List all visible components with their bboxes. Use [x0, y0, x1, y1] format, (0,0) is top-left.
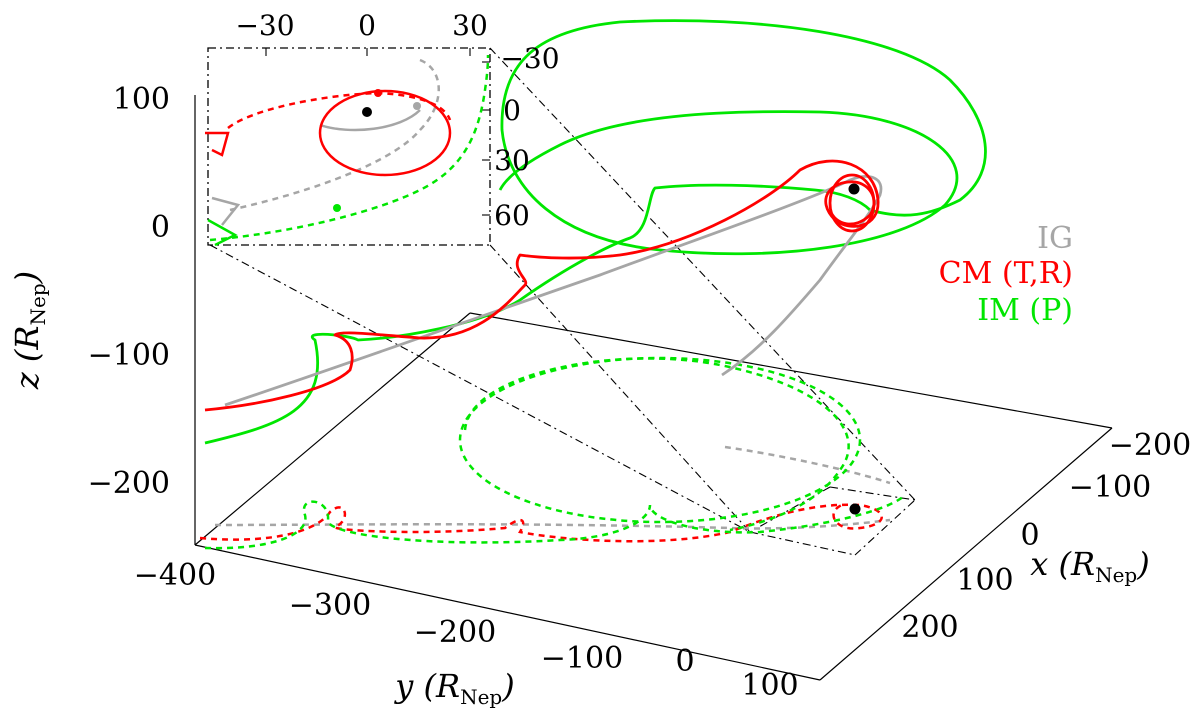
- inset-im-dashed: [209, 54, 490, 242]
- inset-y-tick-label: −30: [500, 42, 559, 75]
- inset-ig-spike: [211, 196, 241, 226]
- inset-ig-solid: [319, 109, 421, 132]
- legend-entry: CM (T,R): [939, 256, 1073, 291]
- y-tick-label: −300: [289, 588, 371, 623]
- floor-edge-right: [819, 427, 1113, 681]
- im-floor-loop-outer: [458, 356, 862, 524]
- inset-y-tick-label: 0: [503, 94, 521, 127]
- z-tick-label: −100: [88, 338, 170, 373]
- inset-ticks: [265, 48, 490, 216]
- inset-x-tick-label: 30: [452, 9, 488, 42]
- inset-panel: [205, 47, 491, 247]
- inset-x-tick-label: 0: [358, 9, 376, 42]
- inset-neptune-marker: [362, 107, 372, 117]
- legend-entry: IG: [1037, 221, 1073, 256]
- im-floor-loop-inner: [463, 357, 850, 532]
- inset-ig-dashed: [229, 58, 440, 212]
- zoom-line-2: [489, 244, 751, 533]
- x-tick-label: 100: [956, 563, 1013, 598]
- zoom-line-1: [489, 47, 916, 501]
- inset-im-point: [333, 204, 341, 212]
- y-tick-label: −100: [541, 641, 623, 676]
- zoom-line-4: [829, 486, 916, 501]
- inset-cm-spike: [205, 131, 230, 157]
- inset-cm-loop: [318, 89, 452, 177]
- x-tick-label: 200: [901, 610, 958, 645]
- inset-ig-point: [413, 102, 421, 110]
- trajectories-3d: [204, 19, 987, 445]
- inset-y-tick-label: 30: [494, 144, 530, 177]
- zoom-line-5: [749, 531, 856, 556]
- inset-frame: [207, 47, 491, 246]
- y-tick-label: 100: [741, 668, 798, 703]
- floor-plane: [194, 95, 1113, 681]
- inset-y-tick-label: 60: [494, 199, 530, 232]
- zoom-line-6: [854, 499, 916, 556]
- zoom-line-3: [209, 244, 751, 533]
- x-axis-label: x (RNep): [1030, 545, 1149, 587]
- inset-cm-dashed: [227, 91, 452, 129]
- legend-entry: IM (P): [977, 293, 1073, 328]
- z-tick-label: −200: [88, 466, 170, 501]
- x-tick-label: −100: [1069, 470, 1151, 505]
- y-tick-label: −400: [134, 558, 216, 593]
- ig-floor-projection-tail: [724, 445, 891, 485]
- zoom-line-7: [749, 486, 831, 533]
- floor-edge-back: [469, 312, 1113, 429]
- cm-loop-3d: [828, 173, 876, 233]
- floor-projections: [199, 356, 906, 550]
- cm-floor-projection: [199, 503, 883, 543]
- y-tick-label: 0: [675, 644, 694, 679]
- zoom-connectors: [209, 47, 916, 556]
- neptune-marker-3d: [848, 183, 860, 195]
- inset-im-spike: [207, 218, 238, 247]
- floor-edge-front: [194, 544, 821, 681]
- z-tick-label: 100: [113, 82, 170, 117]
- floor-edge-left: [194, 312, 471, 546]
- z-tick-label: 0: [151, 210, 170, 245]
- ig-floor-projection: [214, 518, 891, 530]
- im-floor-projection: [204, 494, 906, 550]
- z-axis-label: z (RNep): [8, 271, 50, 390]
- inset-x-tick-label: −30: [235, 9, 294, 42]
- y-tick-label: −200: [414, 615, 496, 650]
- y-axis-label: y (RNep): [393, 667, 514, 709]
- x-tick-label: 0: [1020, 518, 1039, 553]
- x-tick-label: −200: [1109, 428, 1191, 463]
- neptune-marker-floor: [849, 503, 861, 515]
- inset-curves: [205, 54, 490, 247]
- inset-cm-point: [374, 89, 382, 97]
